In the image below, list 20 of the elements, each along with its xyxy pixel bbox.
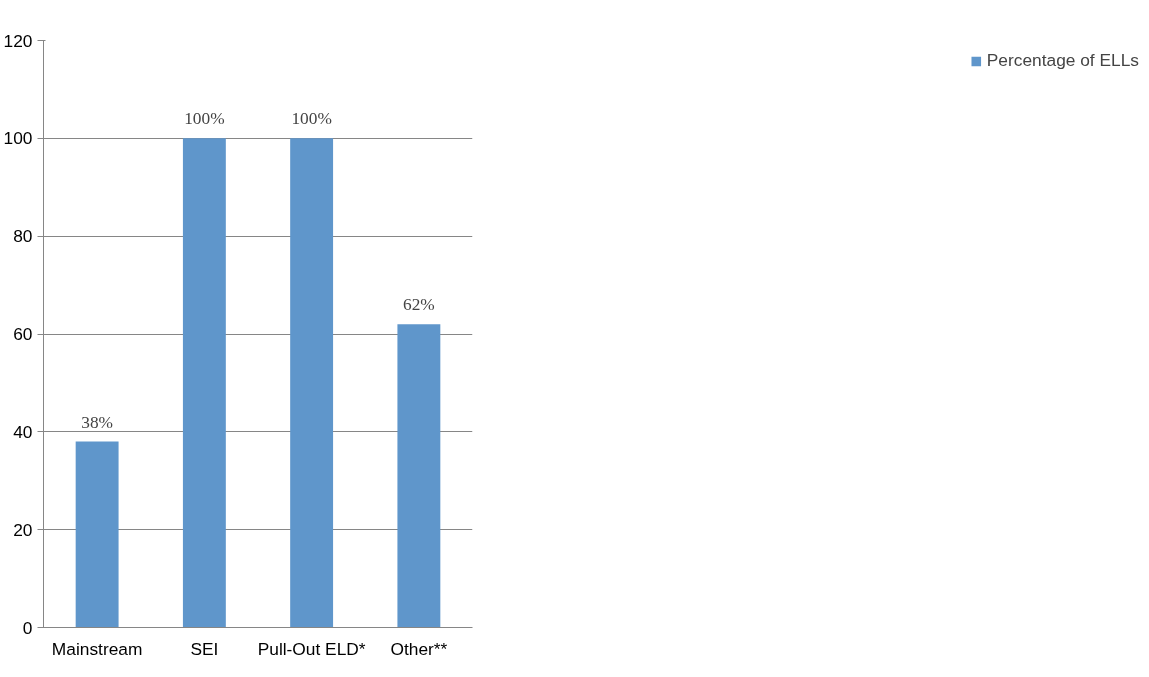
y-tick-label: 60 [13, 324, 33, 344]
x-tick-label: SEI [190, 638, 219, 659]
y-tick-label: 0 [22, 617, 33, 638]
x-tick-label: Mainstream [51, 638, 143, 659]
y-tick-label: 80 [13, 226, 33, 247]
legend-label: Percentage of ELLs [986, 50, 1139, 71]
y-tick-label: 120 [3, 30, 33, 51]
bar [182, 138, 226, 628]
data-label: 62% [402, 295, 435, 315]
bar [75, 441, 119, 628]
y-tick-label: 100 [3, 128, 33, 149]
data-label: 100% [184, 109, 225, 129]
bar [290, 138, 334, 628]
y-tick-label: 40 [13, 421, 33, 442]
data-label: 38% [81, 412, 114, 432]
y-tick-label: 20 [13, 519, 33, 540]
x-tick-label: Other** [390, 638, 448, 659]
bar [397, 324, 441, 628]
data-label: 100% [291, 109, 332, 129]
x-tick-label: Pull-Out ELD* [257, 638, 366, 659]
